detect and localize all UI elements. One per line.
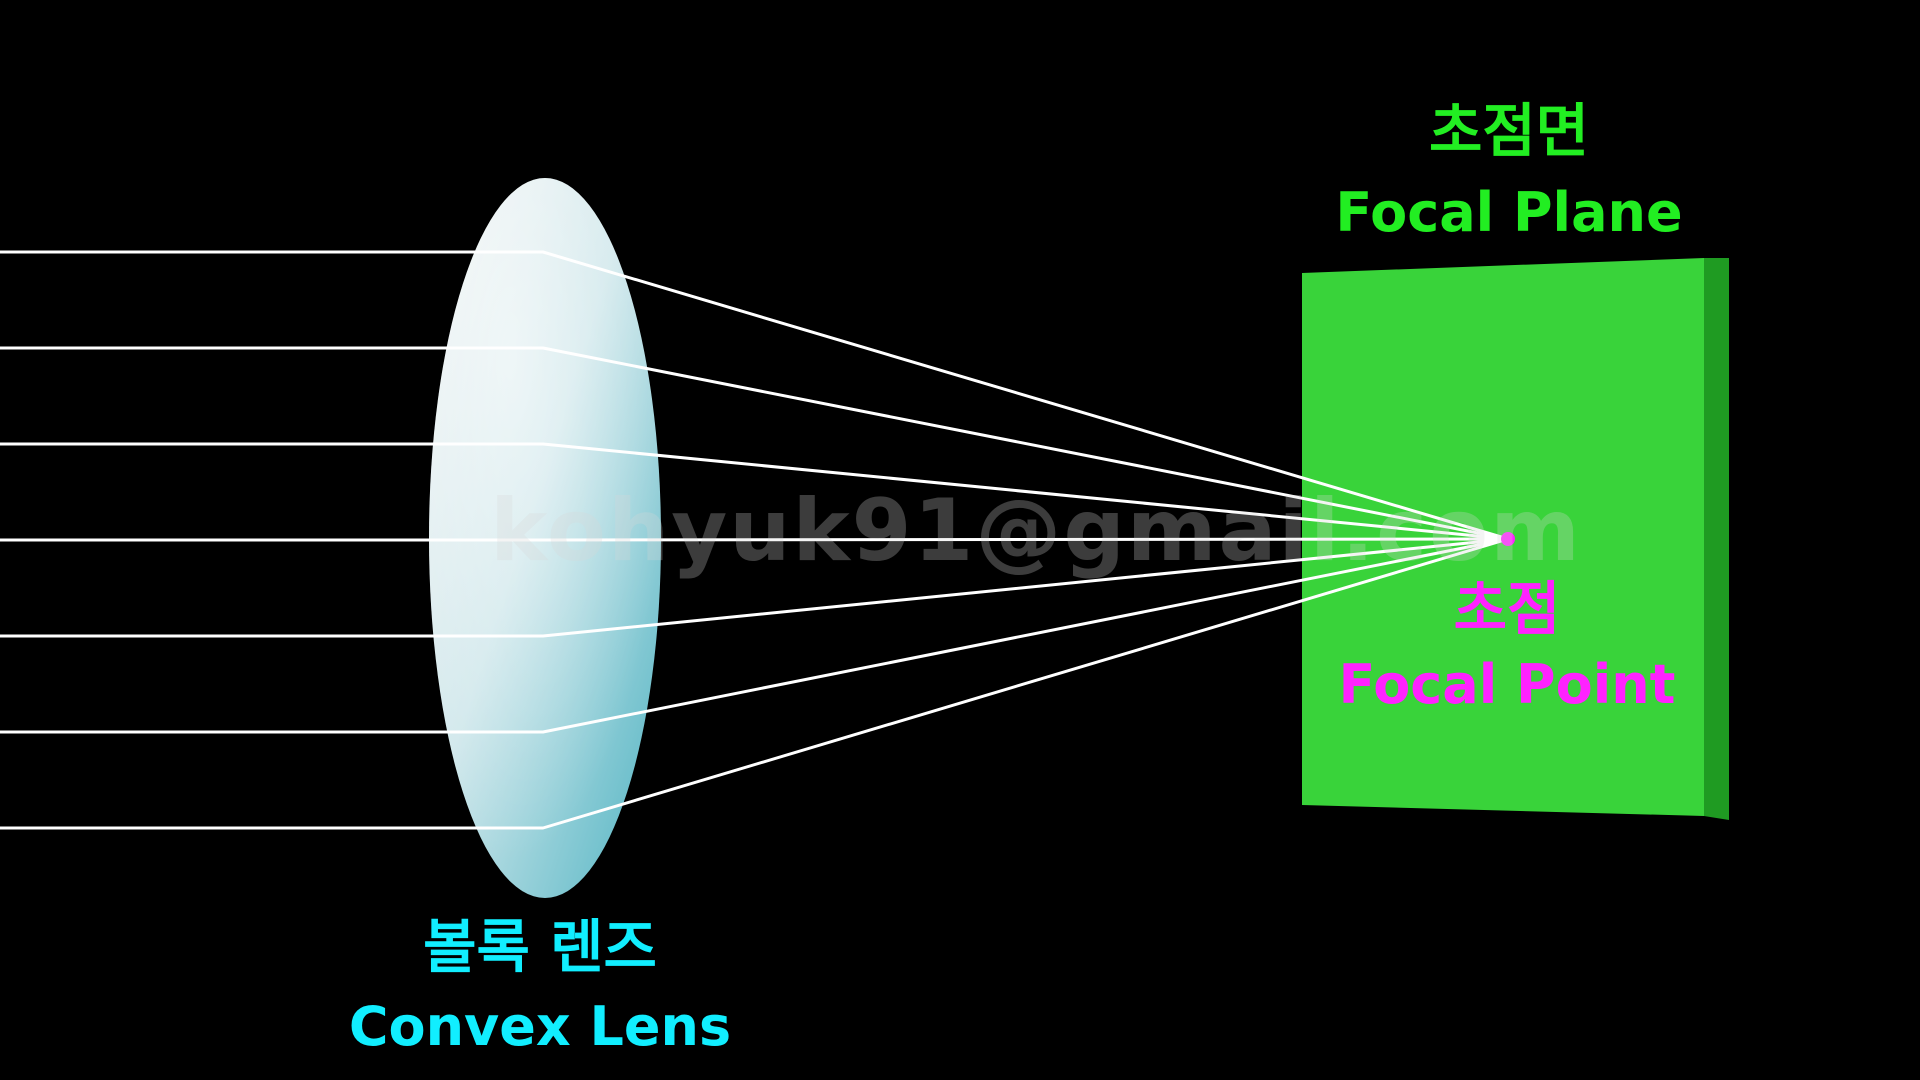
lens-label-korean: 볼록 렌즈 bbox=[423, 913, 657, 981]
lens-label-english: Convex Lens bbox=[348, 995, 732, 1058]
focal-point-label-english: Focal Point bbox=[1338, 653, 1676, 716]
watermark-text: kohyuk91@gmail.com bbox=[490, 481, 1582, 581]
light-ray bbox=[0, 537, 1509, 638]
light-rays bbox=[0, 250, 1509, 830]
lens-highlight bbox=[429, 178, 661, 898]
light-ray bbox=[0, 537, 1509, 830]
light-ray bbox=[0, 346, 1509, 541]
light-ray bbox=[0, 442, 1509, 541]
focal-point-label-korean: 초점 bbox=[1453, 575, 1561, 643]
light-ray bbox=[0, 537, 1509, 734]
light-ray bbox=[0, 537, 1509, 542]
focal-plane-label-korean: 초점면 bbox=[1428, 97, 1590, 165]
focal-plane-side-face bbox=[1704, 258, 1729, 820]
focal-point-dot bbox=[1501, 532, 1515, 546]
focal-plane-label-english: Focal Plane bbox=[1335, 181, 1683, 244]
light-ray bbox=[0, 250, 1509, 541]
